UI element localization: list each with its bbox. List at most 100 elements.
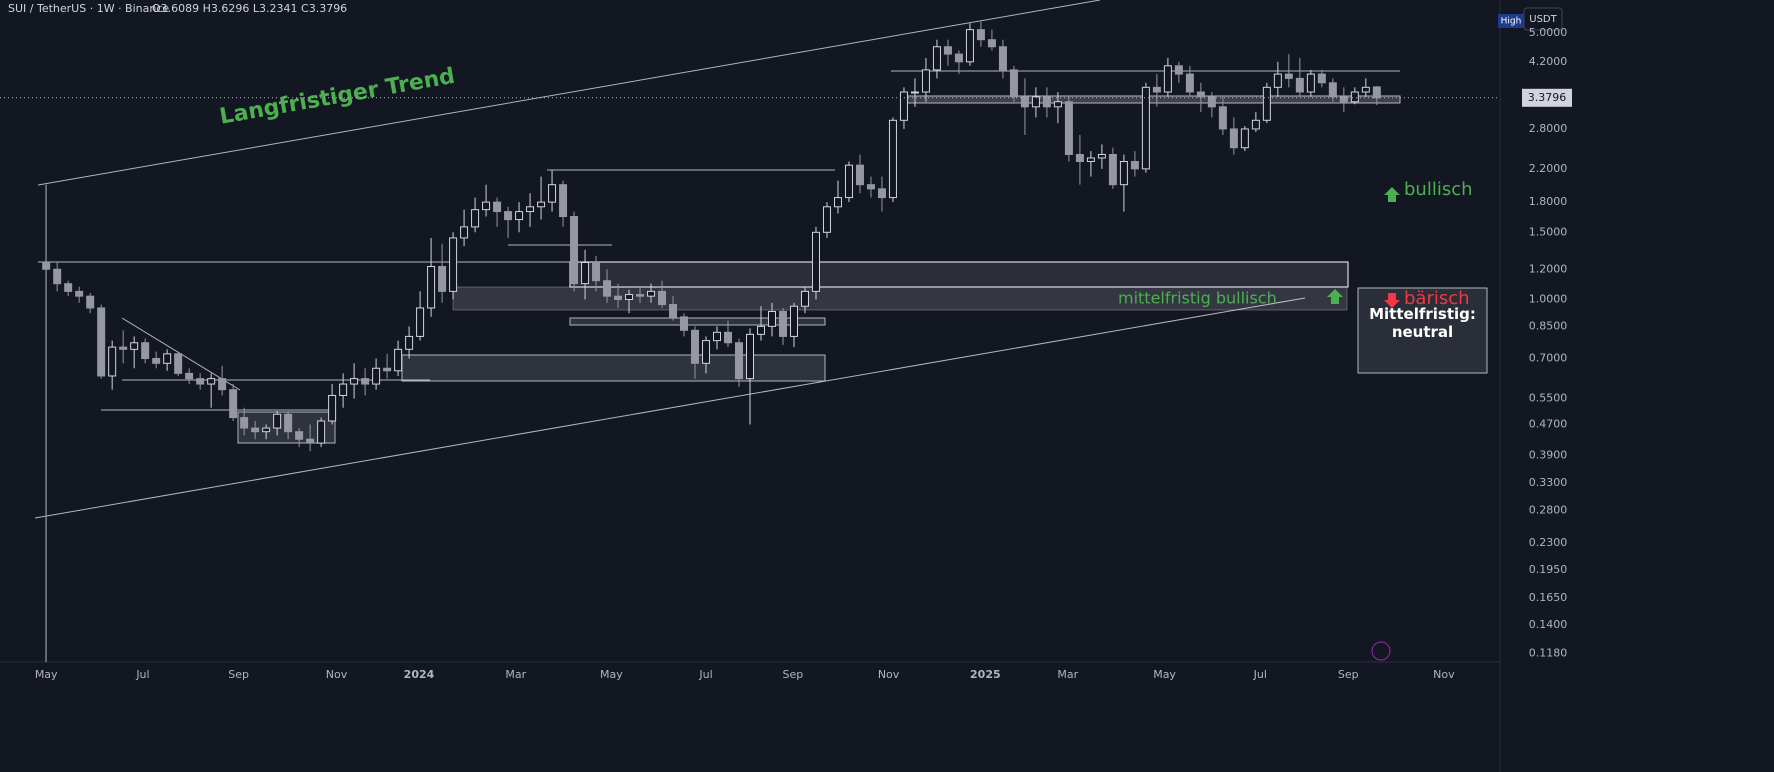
candle-body [1086, 157, 1095, 163]
x-tick-label: Sep [783, 668, 804, 681]
candle-body [1174, 65, 1183, 75]
candle-body [647, 290, 656, 297]
candle-body [86, 295, 95, 309]
candle-body [394, 348, 403, 372]
candle-body [1009, 69, 1018, 98]
trend-line [37, 0, 1101, 186]
y-tick-label: 0.1180 [1529, 646, 1568, 659]
candle-body [174, 353, 183, 374]
y-tick-label: 0.4700 [1529, 417, 1568, 430]
candle-body [789, 305, 798, 337]
candle-body [833, 197, 842, 208]
candle-body [97, 307, 106, 377]
bear-label: bärisch [1404, 288, 1470, 309]
arrow-up [1384, 187, 1400, 202]
candle-body [317, 420, 326, 444]
candle-body [636, 294, 645, 297]
y-tick-label: 4.2000 [1529, 55, 1568, 68]
zone-label: mittelfristig bullisch [1118, 289, 1277, 308]
candle-body [229, 389, 238, 419]
candle-body [383, 367, 392, 372]
candle-body [1042, 96, 1051, 108]
candle-body [1141, 86, 1150, 170]
x-tick-label: Sep [1338, 668, 1359, 681]
candle-body [1361, 86, 1370, 93]
candle-body [987, 39, 996, 48]
candle-body [800, 290, 809, 307]
candle-body [724, 331, 733, 344]
candle-body [932, 46, 941, 71]
candle-body [273, 413, 282, 429]
candle-body [592, 262, 601, 282]
candle-body [438, 266, 447, 292]
candle-body [119, 346, 128, 350]
candle-body [1152, 86, 1161, 93]
candle-body [1317, 73, 1326, 84]
candle-body [965, 29, 974, 63]
x-tick-label: Jul [135, 668, 149, 681]
x-tick-label: Sep [228, 668, 249, 681]
y-tick-label: 0.1400 [1529, 618, 1568, 631]
candle-body [339, 383, 348, 396]
candle-body [778, 310, 787, 337]
candle-body [899, 91, 908, 121]
y-tick-label: 1.0000 [1529, 292, 1568, 305]
candle-body [1064, 101, 1073, 155]
x-tick-label: 2024 [404, 668, 435, 681]
y-tick-label: 2.2000 [1529, 162, 1568, 175]
candle-body [504, 211, 513, 221]
candle-body [295, 431, 304, 440]
candle-body [130, 342, 139, 350]
x-tick-label: 2025 [970, 668, 1001, 681]
y-tick-label: 0.5500 [1529, 391, 1568, 404]
high-label: High [1501, 17, 1522, 27]
x-tick-label: Mar [1057, 668, 1078, 681]
candle-body [218, 378, 227, 391]
candle-body [1020, 96, 1029, 108]
neutral-label: Mittelfristig: neutral [1369, 305, 1476, 341]
candle-body [53, 268, 62, 285]
label-box [1357, 287, 1488, 374]
y-tick-label: 2.8000 [1529, 122, 1568, 135]
candle-body [1350, 91, 1359, 103]
y-tick-label: 1.8000 [1529, 195, 1568, 208]
candle-body [877, 188, 886, 199]
candle-body [625, 294, 634, 300]
candle-body [141, 342, 150, 360]
candle-body [614, 295, 623, 300]
x-tick-label: Jul [698, 668, 712, 681]
x-tick-label: Mar [505, 668, 526, 681]
candle-body [449, 237, 458, 292]
candle-body [910, 91, 919, 94]
candle-body [548, 184, 557, 203]
candle-body [559, 184, 568, 218]
zone [900, 95, 1401, 104]
y-tick-label: 1.5000 [1529, 225, 1568, 238]
candle-body [702, 340, 711, 364]
candle-body [1295, 77, 1304, 93]
candle-body [306, 438, 315, 444]
arrow-up [1327, 289, 1343, 304]
candle-body [1328, 82, 1337, 98]
y-tick-label: 5.0000 [1529, 26, 1568, 39]
candle-body [921, 69, 930, 93]
y-tick-label: 0.2800 [1529, 503, 1568, 516]
candle-body [713, 331, 722, 342]
candle-body [1130, 161, 1139, 170]
candle-body [185, 372, 194, 380]
candle-body [1108, 153, 1117, 186]
alert-icon[interactable] [1371, 641, 1391, 661]
candle-body [581, 262, 590, 285]
y-tick-label: 1.2000 [1529, 262, 1568, 275]
candle-body [284, 413, 293, 433]
candle-body [526, 206, 535, 213]
candle-body [405, 335, 414, 350]
candle-body [64, 283, 73, 292]
candle-body [943, 46, 952, 55]
x-tick-label: Jul [1253, 668, 1267, 681]
candle-body [1284, 73, 1293, 79]
candle-body [42, 262, 51, 270]
bull-label: bullisch [1404, 179, 1473, 200]
